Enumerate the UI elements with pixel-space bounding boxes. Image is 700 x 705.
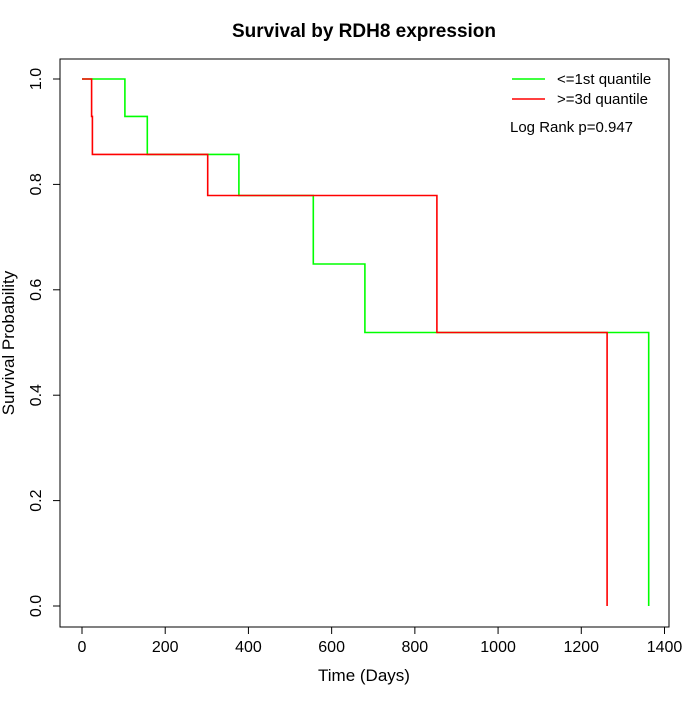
x-tick-label: 400 (235, 639, 262, 656)
x-tick-label: 800 (402, 639, 429, 656)
series-layer (82, 78, 650, 606)
y-tick-label: 0.8 (28, 173, 45, 195)
y-axis-label: Survival Probability (0, 270, 18, 415)
y-tick-label: 0.0 (28, 595, 45, 617)
x-tick-label: 600 (318, 639, 345, 656)
y-tick-label: 0.4 (28, 384, 45, 406)
series-line-1 (82, 78, 650, 606)
x-axis-label: Time (Days) (318, 666, 410, 685)
log-rank-annotation: Log Rank p=0.947 (510, 119, 633, 136)
legend-label: <=1st quantile (557, 71, 651, 88)
plot-frame (59, 58, 670, 628)
series-line-2 (82, 78, 608, 606)
y-tick-label: 0.2 (28, 489, 45, 511)
legend-label: >=3d quantile (557, 91, 648, 108)
y-axis: 0.0 0.2 0.4 0.6 0.8 1.0 (28, 68, 61, 617)
y-tick-label: 1.0 (28, 68, 45, 90)
x-tick-label: 1200 (563, 639, 599, 656)
x-tick-label: 0 (78, 639, 87, 656)
chart-title: Survival by RDH8 expression (232, 21, 496, 42)
x-tick-label: 1000 (480, 639, 516, 656)
x-tick-label: 1400 (647, 639, 683, 656)
y-tick-label: 0.6 (28, 279, 45, 301)
x-tick-label: 200 (152, 639, 179, 656)
legend: <=1st quantile >=3d quantile (512, 71, 651, 108)
x-axis: 0 200 400 600 800 1000 1200 1400 (78, 626, 683, 656)
